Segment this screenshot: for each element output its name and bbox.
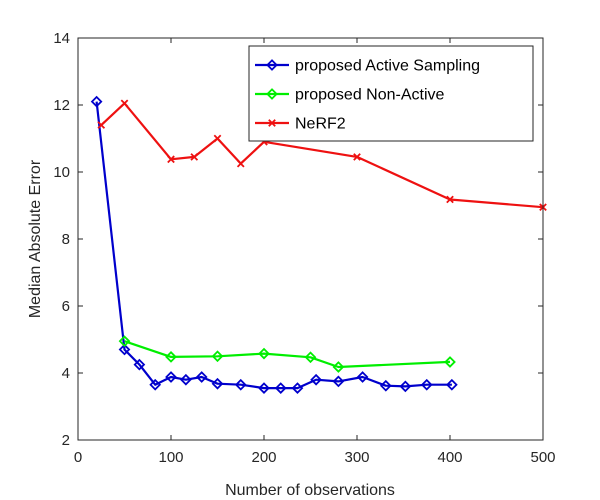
x-tick-label: 500 <box>530 449 555 466</box>
legend-label-proposed-active-sampling: proposed Active Sampling <box>295 58 480 75</box>
legend-marker-proposed-active-sampling <box>266 59 278 71</box>
data-point-nerf2 <box>213 134 222 143</box>
y-tick-label: 6 <box>62 298 70 315</box>
data-point-proposed-active-sampling <box>165 371 177 383</box>
legend-entry-proposed-non-active: proposed Non-Active <box>255 87 445 104</box>
data-point-proposed-non-active <box>118 335 131 348</box>
legend-marker-proposed-non-active <box>266 88 278 100</box>
y-axis-label: Median Absolute Error <box>27 159 44 318</box>
x-tick-label: 200 <box>251 449 276 466</box>
data-point-proposed-active-sampling <box>356 371 369 383</box>
legend-box <box>248 45 534 142</box>
legend-entry-nerf2: NeRF2 <box>255 116 346 133</box>
series-layer <box>90 95 547 394</box>
data-point-proposed-active-sampling <box>274 382 287 394</box>
series-proposed-active-sampling <box>90 95 458 394</box>
legend-label-nerf2: NeRF2 <box>295 116 346 133</box>
x-tick-label: 100 <box>158 449 183 466</box>
data-point-nerf2 <box>167 155 175 164</box>
data-point-proposed-active-sampling <box>258 382 270 394</box>
x-tick-label: 400 <box>437 449 462 466</box>
legend-marker-nerf2 <box>268 119 276 127</box>
data-point-proposed-non-active <box>332 361 345 373</box>
y-tick-label: 4 <box>62 365 70 382</box>
data-point-proposed-active-sampling <box>149 378 162 391</box>
data-point-proposed-active-sampling <box>211 377 224 390</box>
series-line-proposed-active-sampling <box>95 101 452 390</box>
x-tick-label: 0 <box>74 449 82 466</box>
data-point-proposed-active-sampling <box>180 373 192 386</box>
data-point-proposed-non-active <box>444 356 456 368</box>
data-point-proposed-active-sampling <box>133 358 146 371</box>
data-point-nerf2 <box>353 153 361 161</box>
series-proposed-non-active <box>118 335 456 373</box>
data-point-proposed-active-sampling <box>234 378 247 391</box>
data-point-proposed-non-active <box>304 351 317 364</box>
y-tick-label: 12 <box>53 97 70 114</box>
tick-layer: 0 100 200 300 400 500 2 4 6 8 10 12 14 <box>53 30 555 466</box>
data-point-nerf2 <box>120 99 129 108</box>
y-tick-label: 2 <box>62 432 70 449</box>
y-tick-label: 8 <box>62 231 70 248</box>
series-line-nerf2 <box>100 102 544 209</box>
data-point-proposed-active-sampling <box>195 371 208 383</box>
data-point-proposed-active-sampling <box>445 378 458 391</box>
legend: proposed Active Sampling proposed Non-Act… <box>248 45 534 142</box>
data-point-proposed-active-sampling <box>118 343 131 356</box>
series-nerf2 <box>97 99 547 212</box>
data-point-proposed-non-active <box>258 347 270 360</box>
data-point-nerf2 <box>446 195 454 204</box>
data-point-nerf2 <box>190 153 199 161</box>
data-point-nerf2 <box>97 121 106 129</box>
data-point-proposed-active-sampling <box>399 380 412 393</box>
legend-label-proposed-non-active: proposed Non-Active <box>295 87 445 104</box>
data-point-proposed-non-active <box>165 351 177 363</box>
data-point-proposed-non-active <box>211 350 224 363</box>
series-line-proposed-non-active <box>124 340 451 369</box>
data-point-proposed-active-sampling <box>332 375 345 388</box>
x-tick-label: 300 <box>344 449 369 466</box>
x-axis-label: Number of observations <box>225 482 395 499</box>
data-point-proposed-active-sampling <box>310 373 322 386</box>
y-tick-label: 14 <box>53 30 70 47</box>
y-tick-label: 10 <box>53 164 70 181</box>
data-point-proposed-active-sampling <box>291 382 304 394</box>
data-point-nerf2 <box>236 159 245 168</box>
data-point-proposed-active-sampling <box>90 95 103 108</box>
data-point-proposed-active-sampling <box>379 379 392 392</box>
legend-entry-proposed-active-sampling: proposed Active Sampling <box>255 58 480 75</box>
data-point-proposed-active-sampling <box>420 378 433 391</box>
